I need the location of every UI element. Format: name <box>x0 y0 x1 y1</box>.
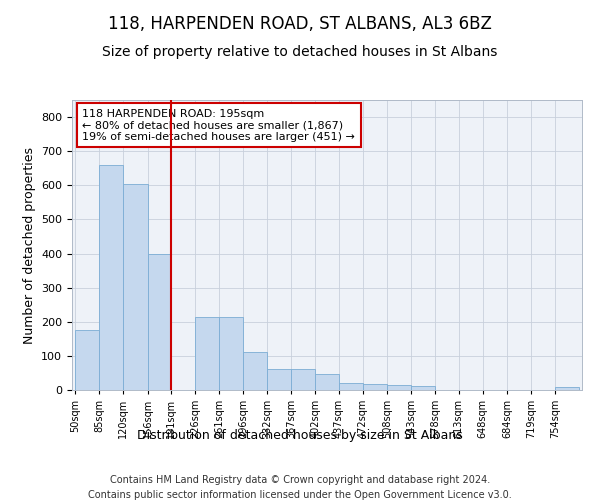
Bar <box>148 254 172 390</box>
Text: 118, HARPENDEN ROAD, ST ALBANS, AL3 6BZ: 118, HARPENDEN ROAD, ST ALBANS, AL3 6BZ <box>108 15 492 33</box>
Text: Distribution of detached houses by size in St Albans: Distribution of detached houses by size … <box>137 428 463 442</box>
Y-axis label: Number of detached properties: Number of detached properties <box>23 146 35 344</box>
Bar <box>555 386 578 390</box>
Bar <box>411 386 435 390</box>
Bar <box>99 165 123 390</box>
Bar <box>339 383 363 390</box>
Bar <box>315 374 339 390</box>
Bar <box>219 316 243 390</box>
Text: Size of property relative to detached houses in St Albans: Size of property relative to detached ho… <box>103 45 497 59</box>
Text: 118 HARPENDEN ROAD: 195sqm
← 80% of detached houses are smaller (1,867)
19% of s: 118 HARPENDEN ROAD: 195sqm ← 80% of deta… <box>82 108 355 142</box>
Bar <box>123 184 148 390</box>
Bar <box>195 316 219 390</box>
Text: Contains HM Land Registry data © Crown copyright and database right 2024.: Contains HM Land Registry data © Crown c… <box>110 475 490 485</box>
Bar <box>363 384 387 390</box>
Bar <box>243 352 268 390</box>
Bar <box>387 385 411 390</box>
Bar <box>76 330 99 390</box>
Bar <box>268 368 291 390</box>
Text: Contains public sector information licensed under the Open Government Licence v3: Contains public sector information licen… <box>88 490 512 500</box>
Bar <box>291 368 315 390</box>
